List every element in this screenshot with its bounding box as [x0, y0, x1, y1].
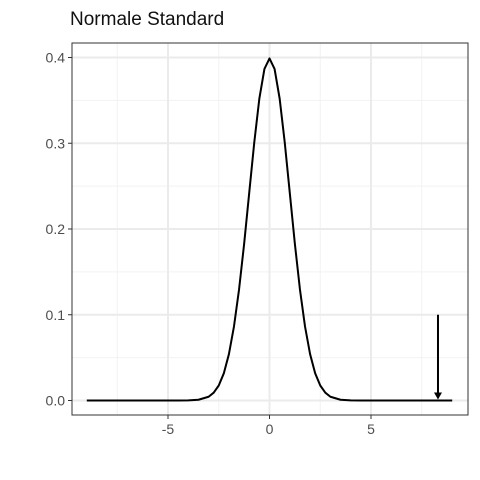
- x-tick-label: 5: [367, 421, 375, 437]
- y-tick-label: 0.0: [46, 393, 66, 409]
- arrow-head: [433, 392, 442, 400]
- annotation-layer: [433, 314, 442, 400]
- x-tick-label: -5: [162, 421, 175, 437]
- density-curve: [86, 57, 453, 402]
- chart-title: Normale Standard: [70, 9, 225, 30]
- series-layer: [86, 57, 453, 402]
- x-tick-label: 0: [266, 421, 274, 437]
- axis-ticks: [68, 57, 372, 419]
- y-tick-label: 0.4: [46, 50, 66, 66]
- y-tick-label: 0.1: [46, 307, 66, 323]
- tick-labels: -5 0 5 0.0 0.1 0.2 0.3 0.4: [46, 50, 376, 438]
- y-tick-label: 0.3: [46, 135, 66, 151]
- y-tick-label: 0.2: [46, 221, 66, 237]
